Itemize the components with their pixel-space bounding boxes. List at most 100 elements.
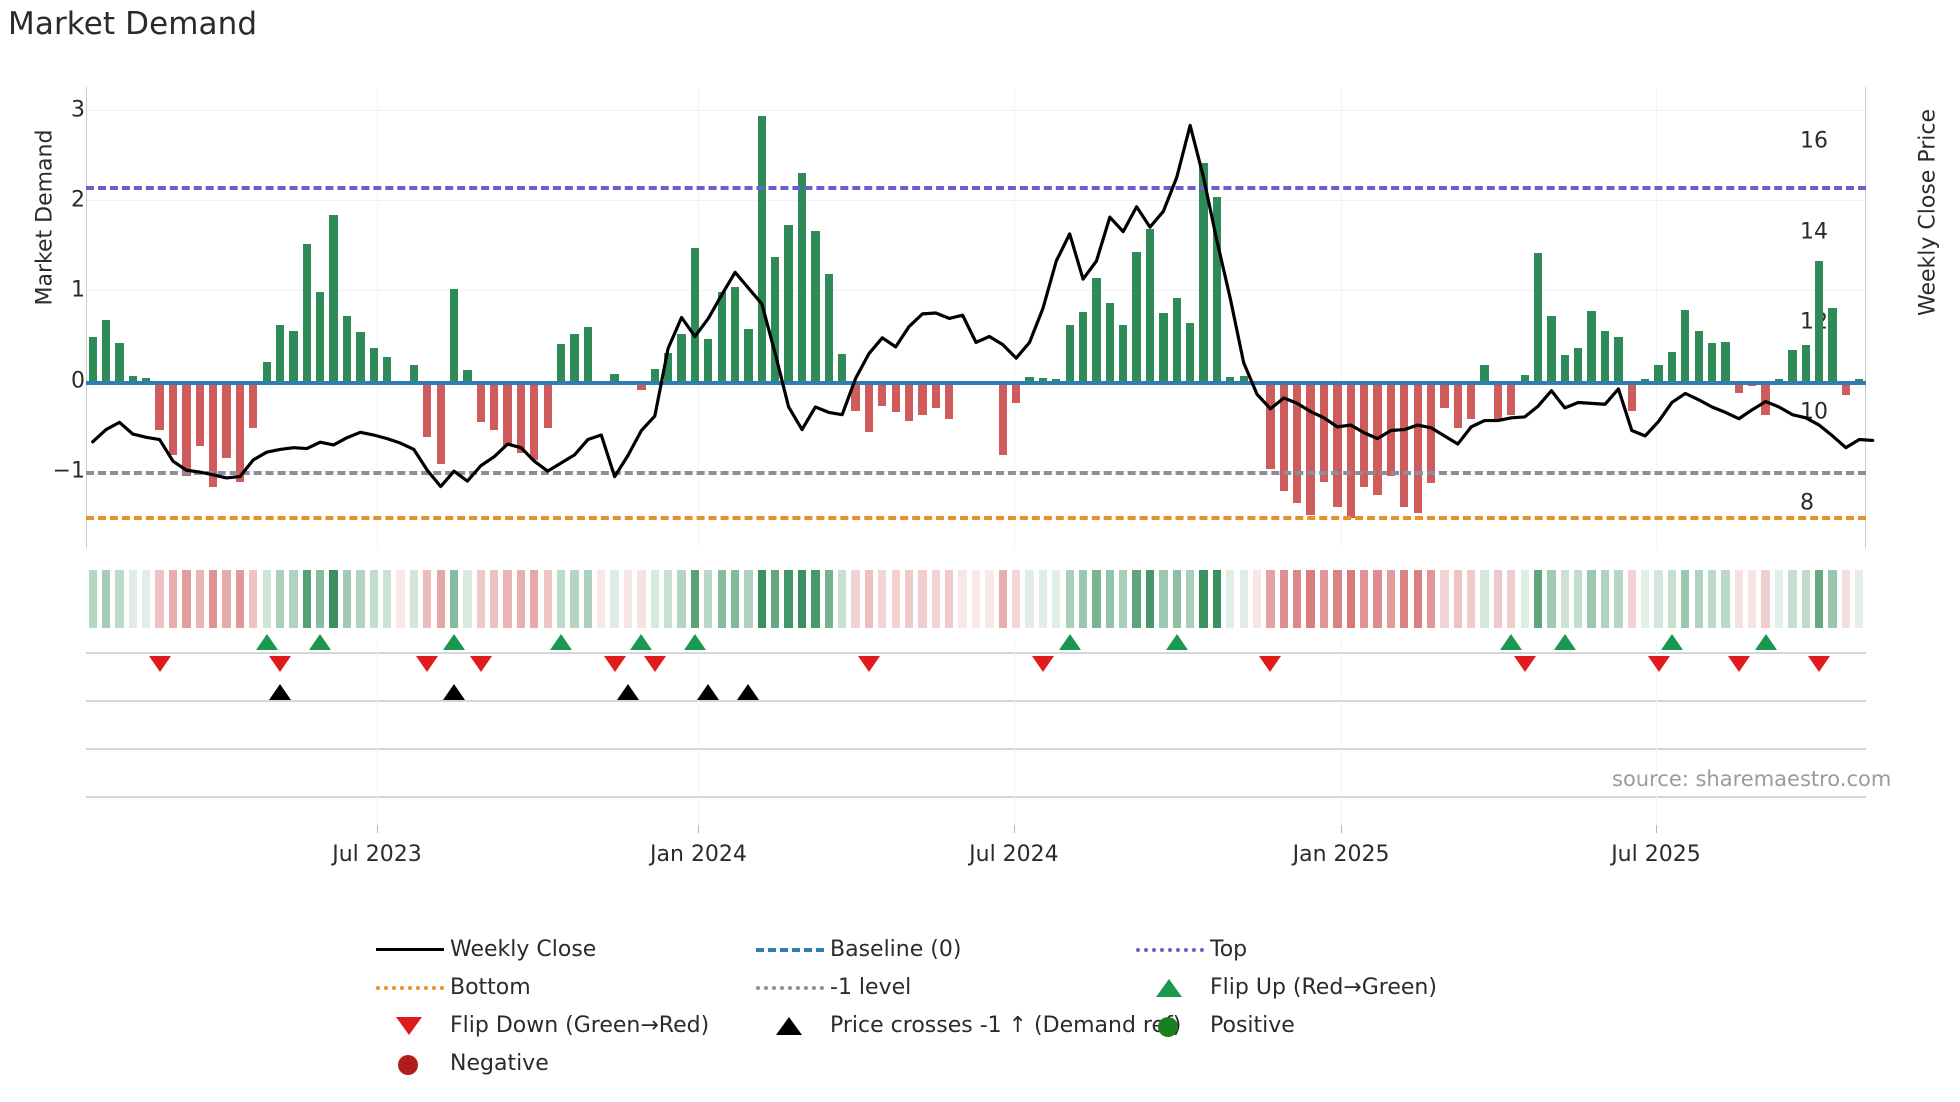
gridline-h-0: [86, 109, 1866, 111]
heatmap-cell: [1333, 570, 1342, 628]
marker-gridline-2: [86, 748, 1866, 750]
heatmap-cell: [1185, 570, 1195, 628]
heatmap-cell: [356, 570, 365, 628]
legend-item[interactable]: Flip Up (Red→Green): [1130, 968, 1437, 1006]
legend-item[interactable]: Price crosses -1 ↑ (Demand ref): [750, 1006, 1181, 1044]
legend-item[interactable]: Negative: [370, 1044, 549, 1082]
heatmap-cell: [1252, 570, 1262, 628]
heatmap-cell: [1614, 570, 1623, 628]
heatmap-cell: [115, 570, 124, 628]
demand-bar: [369, 348, 378, 381]
flip-down-marker-icon: [603, 656, 626, 672]
circle-icon: [370, 1044, 450, 1082]
heatmap-cell: [677, 570, 686, 628]
flip-up-marker-icon: [309, 634, 332, 650]
demand-bar: [1574, 348, 1583, 381]
demand-bar: [1119, 324, 1128, 381]
heatmap-cell: [1159, 570, 1168, 628]
gridline-v-4: [1655, 87, 1657, 548]
heatmap-cell: [664, 570, 673, 628]
demand-bar: [142, 378, 151, 381]
heatmap-cell: [530, 570, 539, 628]
axis-spine-left: [86, 87, 87, 548]
heatmap-cell: [1694, 570, 1703, 628]
flip-down-marker-icon: [148, 656, 171, 672]
demand-bar: [637, 380, 646, 390]
demand-bar: [1560, 355, 1570, 381]
heatmap-cell: [1801, 570, 1810, 628]
legend-item[interactable]: Positive: [1130, 1006, 1295, 1044]
demand-bar: [838, 353, 847, 381]
demand-bar: [1774, 378, 1784, 381]
heatmap-cell: [570, 570, 579, 628]
heatmap-cell: [610, 570, 619, 628]
reference-line-minus-one: [86, 471, 1866, 476]
flip-down-marker-icon: [1259, 656, 1282, 672]
legend-item[interactable]: -1 level: [750, 968, 911, 1006]
flip-up-marker-icon: [443, 634, 466, 650]
reference-line-top: [86, 186, 1866, 191]
flip-up-marker-icon: [1754, 634, 1777, 650]
demand-bar: [717, 292, 726, 381]
demand-bar: [1788, 350, 1797, 381]
demand-bar: [1480, 365, 1489, 381]
legend-item-label: Top: [1210, 936, 1248, 962]
heatmap-cell: [142, 570, 151, 628]
flip-down-marker-icon: [269, 656, 292, 672]
heatmap-cell: [637, 570, 646, 628]
x-tick-label-4: Jul 2025: [1611, 842, 1701, 867]
demand-bar: [864, 380, 874, 433]
demand-bar: [1333, 380, 1342, 508]
demand-bar: [851, 380, 860, 411]
page-title: Market Demand: [8, 6, 258, 42]
legend-row: Weekly Close Baseline (0) Top: [370, 930, 1700, 968]
demand-bar: [262, 361, 271, 381]
heatmap-cell: [1025, 570, 1034, 628]
flip-up-marker-icon: [1553, 634, 1576, 650]
flip-down-marker-icon: [469, 656, 492, 672]
demand-bar: [208, 380, 218, 488]
legend-item[interactable]: Flip Down (Green→Red): [370, 1006, 709, 1044]
demand-bar: [168, 380, 178, 455]
demand-bar: [811, 230, 820, 381]
demand-bar: [1520, 375, 1529, 381]
heatmap-cell: [958, 570, 967, 628]
heatmap-cell: [945, 570, 954, 628]
heatmap-cell: [88, 570, 97, 628]
circle-icon: [1130, 1006, 1210, 1044]
heatmap-cell: [1467, 570, 1476, 628]
demand-bar: [690, 247, 700, 381]
heatmap-cell: [1145, 570, 1155, 628]
legend-item[interactable]: Top: [1130, 930, 1247, 968]
heatmap-cell: [396, 570, 405, 628]
demand-bar: [1239, 376, 1248, 381]
legend-item[interactable]: Bottom: [370, 968, 531, 1006]
demand-bar: [1641, 378, 1650, 381]
demand-bar: [516, 380, 526, 454]
heatmap-cell: [222, 570, 231, 628]
legend-item[interactable]: Weekly Close: [370, 930, 596, 968]
flip-down-marker-icon: [1031, 656, 1054, 672]
demand-bar: [1306, 380, 1315, 515]
heatmap-cell: [1761, 570, 1770, 628]
y-tick-right-1: 14: [1800, 219, 1828, 245]
flip-down-marker-icon: [857, 656, 880, 672]
legend-item[interactable]: Baseline (0): [750, 930, 961, 968]
y-tick-left-3: 0: [71, 368, 85, 394]
flip-down-marker-icon: [1513, 656, 1536, 672]
demand-bar: [1199, 162, 1208, 381]
demand-bar: [918, 380, 927, 416]
demand-bar: [249, 380, 258, 428]
demand-bar: [945, 380, 954, 419]
demand-bar: [570, 333, 579, 381]
triangle-up-black-icon: [750, 1006, 830, 1044]
reference-line-bottom: [86, 516, 1866, 521]
gridline-v-3: [1341, 87, 1343, 548]
legend-item-label: Negative: [450, 1050, 549, 1076]
demand-bar: [356, 331, 365, 381]
y-tick-left-4: −1: [52, 458, 85, 484]
demand-bar: [1145, 228, 1155, 381]
heatmap-cell: [1078, 570, 1088, 628]
legend-row: Bottom -1 level Flip Up (Red→Green): [370, 968, 1700, 1006]
demand-bar: [1105, 303, 1114, 381]
